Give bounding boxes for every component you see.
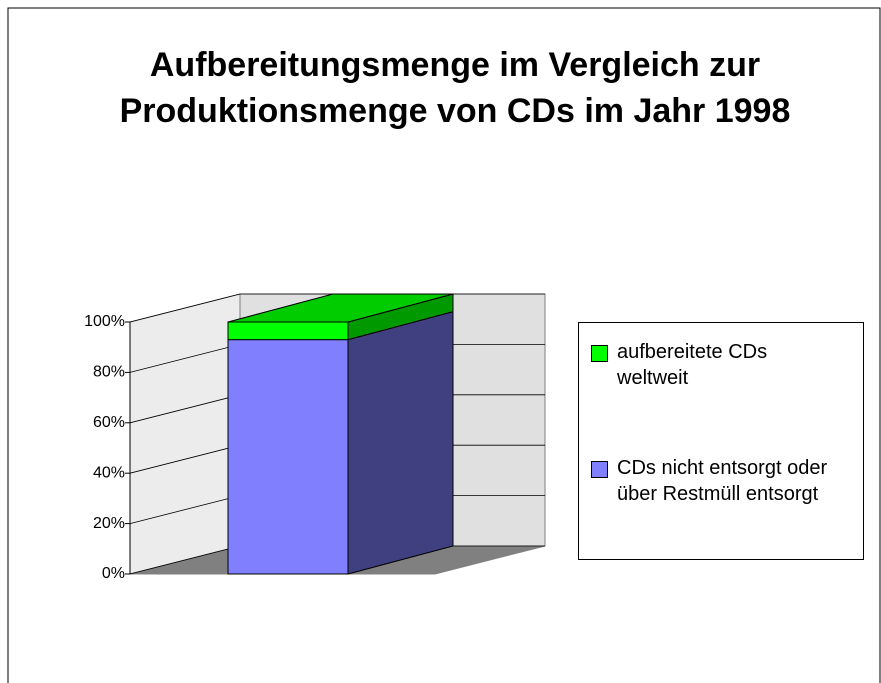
bar — [227, 321, 349, 341]
legend-swatch — [591, 461, 608, 478]
legend-swatch — [591, 345, 608, 362]
chart-border — [7, 7, 881, 683]
bar — [227, 339, 349, 575]
side-wall — [129, 293, 241, 575]
y-tick-label: 100% — [84, 313, 125, 330]
legend-entry: CDs nicht entsorgt oder über Restmüll en… — [591, 455, 861, 507]
legend-label: CDs nicht entsorgt oder über Restmüll en… — [617, 457, 828, 505]
bar-side — [347, 310, 454, 575]
legend-entry: aufbereitete CDs weltweit — [591, 339, 861, 391]
y-tick-label: 80% — [93, 364, 125, 381]
chart-title: Aufbereitungsmenge im Vergleich zur Prod… — [119, 46, 791, 130]
y-tick-label: 20% — [93, 515, 125, 532]
bar-top — [227, 293, 454, 323]
y-tick-label: 40% — [93, 464, 125, 481]
y-tick-label: 60% — [93, 414, 125, 431]
legend-label: aufbereitete CDs weltweit — [617, 341, 768, 389]
y-tick-label: 0% — [102, 565, 125, 582]
legend: aufbereitete CDs weltweit CDs nicht entso… — [578, 322, 864, 560]
